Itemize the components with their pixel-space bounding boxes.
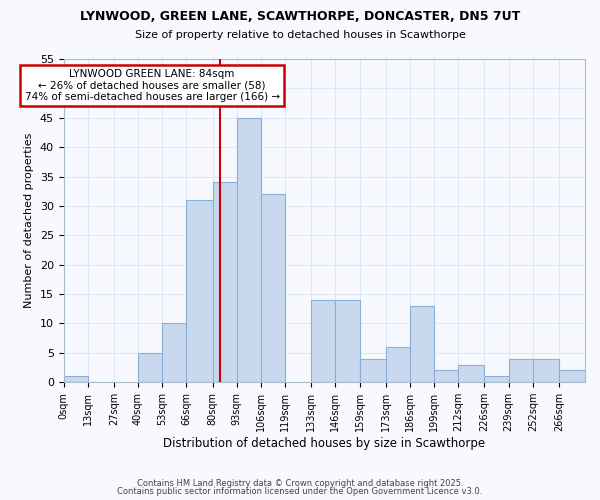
- Bar: [187, 200, 212, 382]
- X-axis label: Distribution of detached houses by size in Scawthorpe: Distribution of detached houses by size …: [163, 437, 485, 450]
- Bar: [359, 358, 386, 382]
- Text: LYNWOOD, GREEN LANE, SCAWTHORPE, DONCASTER, DN5 7UT: LYNWOOD, GREEN LANE, SCAWTHORPE, DONCAST…: [80, 10, 520, 23]
- Bar: [138, 353, 162, 382]
- Text: Size of property relative to detached houses in Scawthorpe: Size of property relative to detached ho…: [134, 30, 466, 40]
- Bar: [162, 324, 187, 382]
- Bar: [261, 194, 285, 382]
- Bar: [335, 300, 359, 382]
- Bar: [458, 364, 484, 382]
- Bar: [533, 358, 559, 382]
- Y-axis label: Number of detached properties: Number of detached properties: [24, 133, 34, 308]
- Bar: [484, 376, 509, 382]
- Text: Contains public sector information licensed under the Open Government Licence v3: Contains public sector information licen…: [118, 487, 482, 496]
- Text: Contains HM Land Registry data © Crown copyright and database right 2025.: Contains HM Land Registry data © Crown c…: [137, 478, 463, 488]
- Text: LYNWOOD GREEN LANE: 84sqm
← 26% of detached houses are smaller (58)
74% of semi-: LYNWOOD GREEN LANE: 84sqm ← 26% of detac…: [25, 68, 280, 102]
- Bar: [509, 358, 533, 382]
- Bar: [237, 118, 261, 382]
- Bar: [311, 300, 335, 382]
- Bar: [64, 376, 88, 382]
- Bar: [434, 370, 458, 382]
- Bar: [410, 306, 434, 382]
- Bar: [386, 347, 410, 382]
- Bar: [212, 182, 237, 382]
- Bar: [559, 370, 585, 382]
